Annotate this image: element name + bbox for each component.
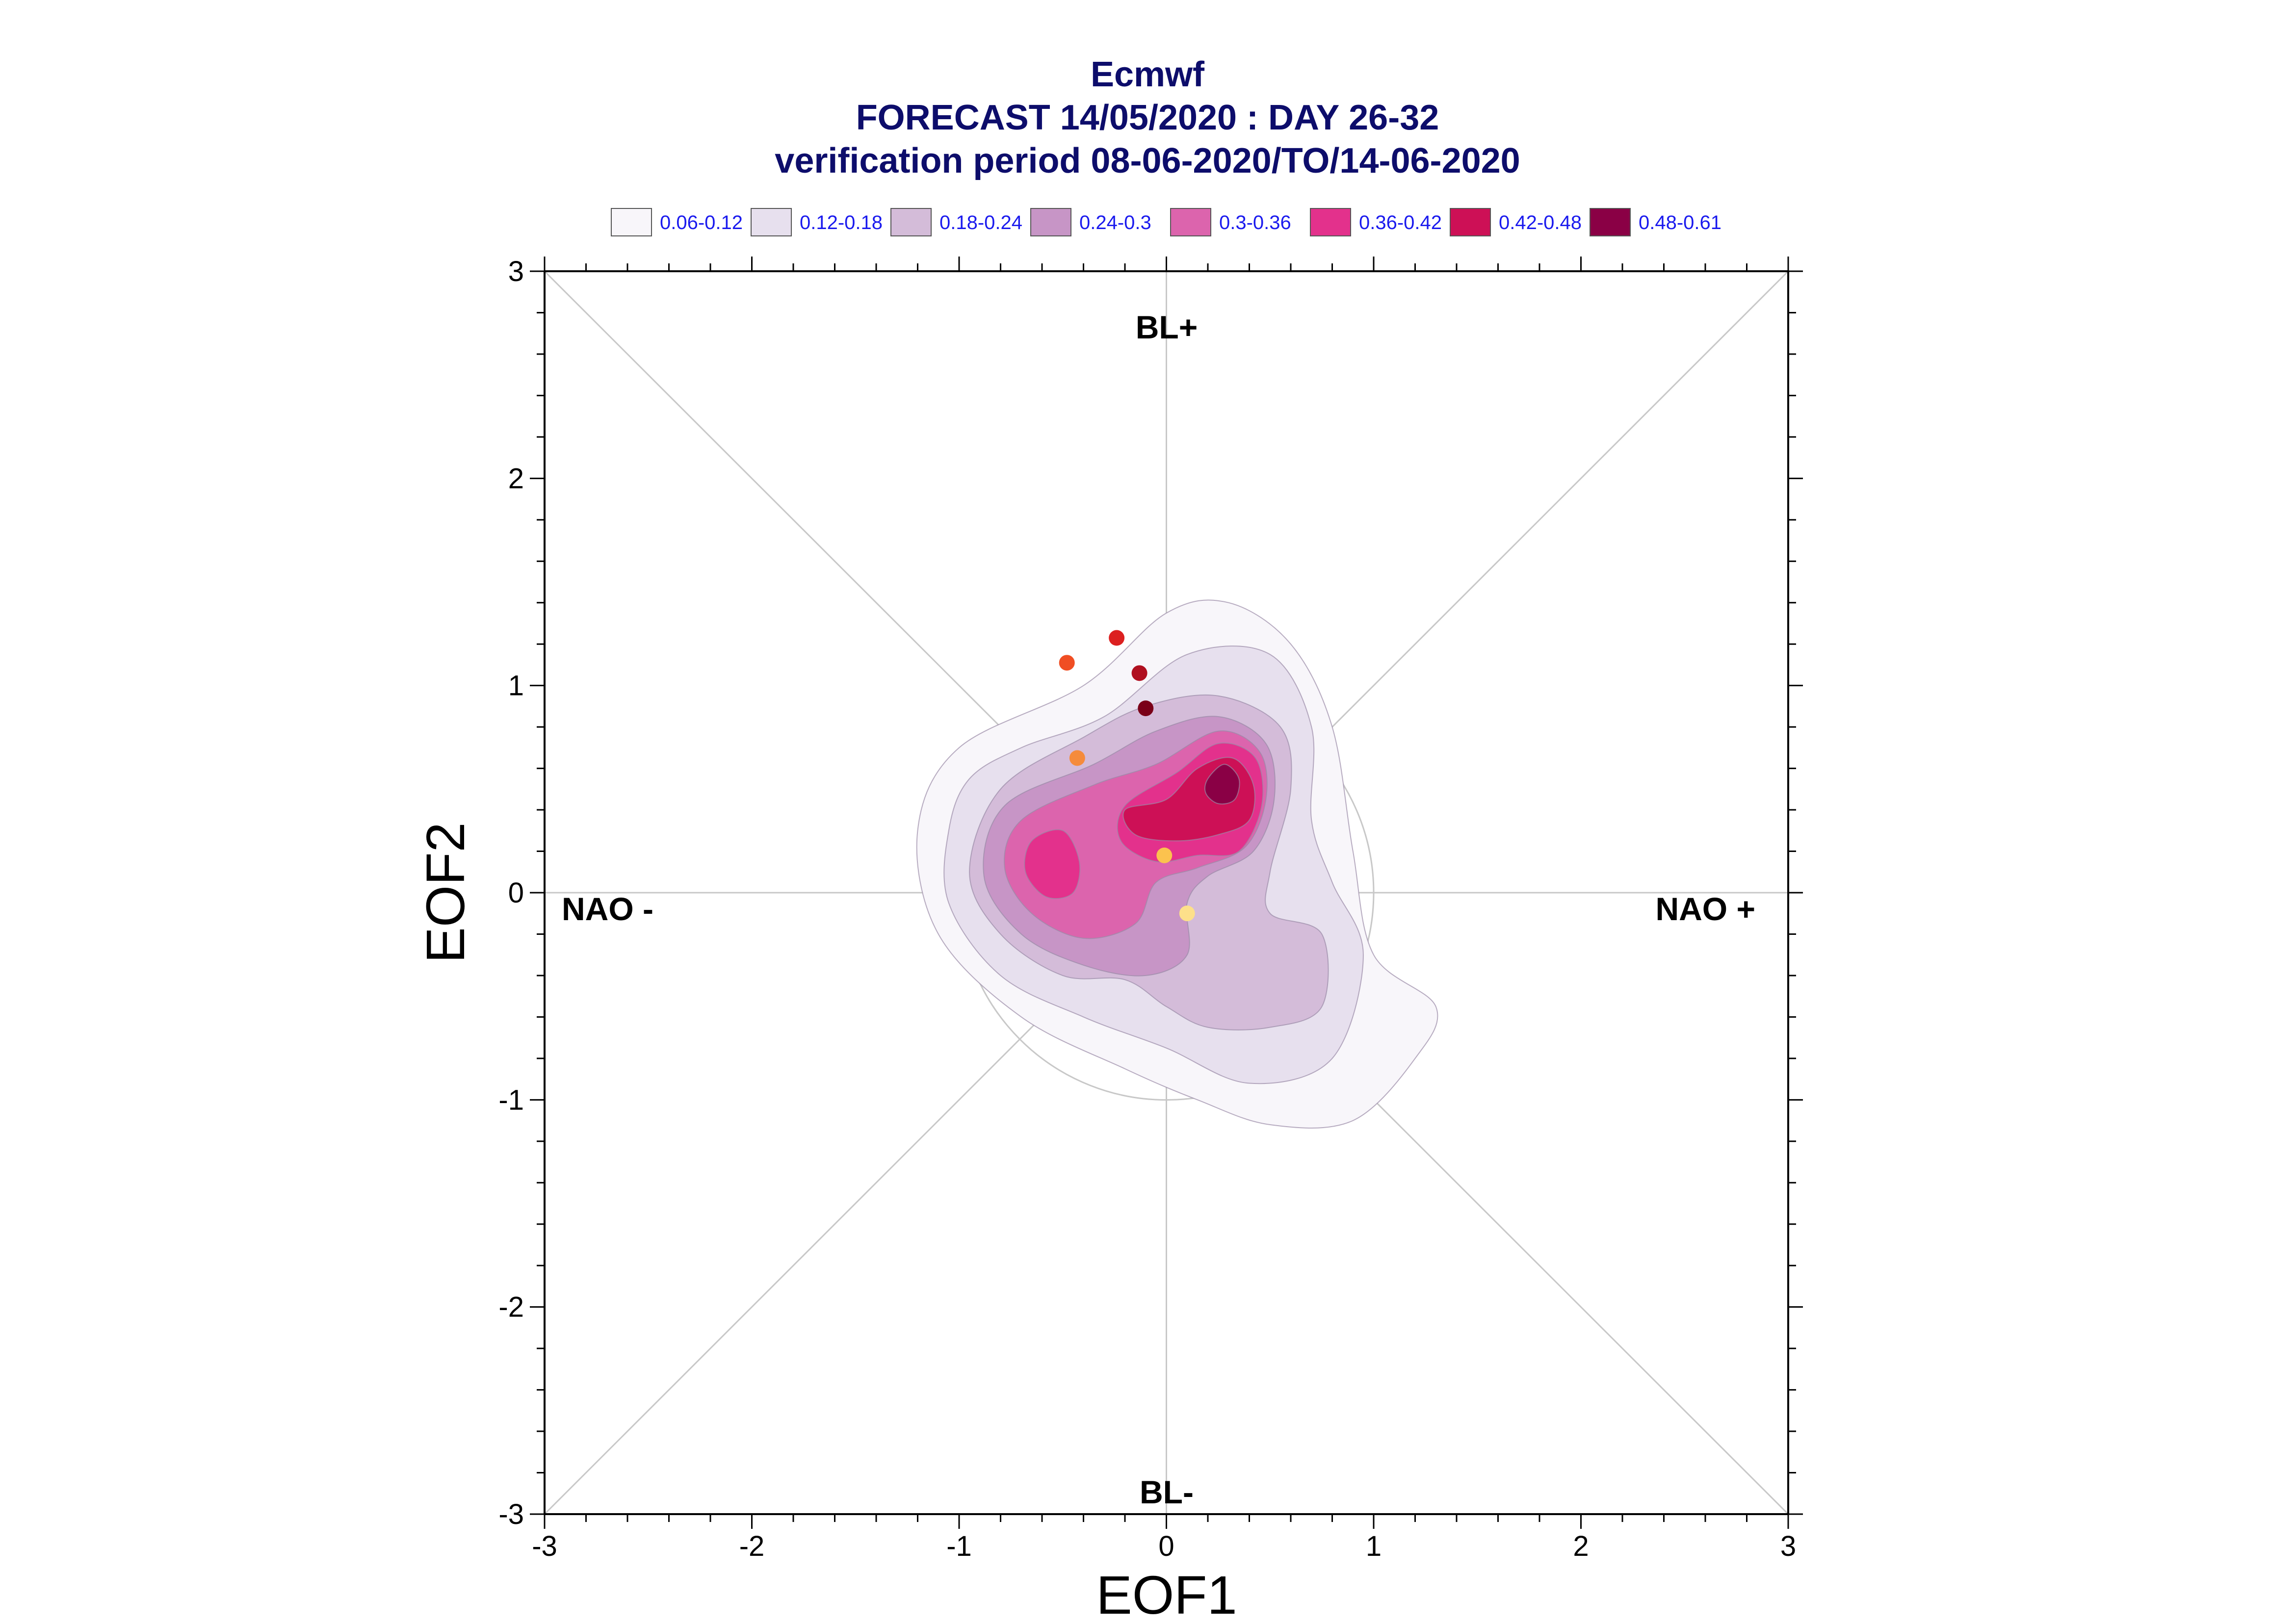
legend-label: 0.3-0.36 bbox=[1219, 212, 1291, 233]
legend-label: 0.36-0.42 bbox=[1359, 212, 1442, 233]
legend-label: 0.42-0.48 bbox=[1499, 212, 1582, 233]
density-contour bbox=[1204, 764, 1240, 805]
scatter-point bbox=[1156, 847, 1173, 863]
legend-label: 0.06-0.12 bbox=[660, 212, 743, 233]
y-axis-title: EOF2 bbox=[416, 822, 476, 963]
x-tick-label: 1 bbox=[1366, 1530, 1382, 1562]
legend-label: 0.24-0.3 bbox=[1079, 212, 1151, 233]
x-tick-label: -2 bbox=[739, 1530, 765, 1562]
legend: 0.06-0.12 0.12-0.18 0.18-0.24 0.24-0.3 0… bbox=[611, 208, 1788, 238]
chart-title-line-2: FORECAST 14/05/2020 : DAY 26-32 bbox=[856, 98, 1439, 137]
y-tick-label: -1 bbox=[498, 1084, 524, 1116]
legend-swatch bbox=[1030, 208, 1071, 236]
x-tick-label: 0 bbox=[1158, 1530, 1174, 1562]
axes bbox=[530, 257, 1803, 1529]
density-contours bbox=[916, 599, 1438, 1129]
legend-label: 0.12-0.18 bbox=[800, 212, 883, 233]
regime-label-nao-plus: NAO + bbox=[1655, 891, 1755, 927]
x-tick-label: -3 bbox=[532, 1530, 557, 1562]
title-block: Ecmwf FORECAST 14/05/2020 : DAY 26-32 ve… bbox=[0, 53, 2295, 182]
x-tick-label: 2 bbox=[1573, 1530, 1589, 1562]
scatter-points bbox=[1059, 630, 1195, 922]
legend-label: 0.48-0.61 bbox=[1639, 212, 1722, 233]
y-tick-label: 1 bbox=[508, 670, 524, 702]
y-tick-label: -3 bbox=[498, 1498, 524, 1530]
legend-swatch bbox=[890, 208, 932, 236]
legend-swatch bbox=[1450, 208, 1491, 236]
x-tick-label: -1 bbox=[946, 1530, 972, 1562]
legend-label: 0.18-0.24 bbox=[939, 212, 1023, 233]
scatter-point bbox=[1138, 700, 1154, 717]
y-tick-label: 0 bbox=[508, 877, 524, 909]
chart-title-line-3: verification period 08-06-2020/TO/14-06-… bbox=[775, 141, 1520, 180]
regime-label-bl-minus: BL- bbox=[1140, 1474, 1194, 1510]
scatter-point bbox=[1069, 750, 1085, 766]
scatter-point bbox=[1059, 655, 1075, 671]
x-tick-label: 3 bbox=[1780, 1530, 1796, 1562]
legend-swatch bbox=[1170, 208, 1211, 236]
legend-swatch bbox=[1310, 208, 1351, 236]
density-contour bbox=[1024, 829, 1081, 900]
tick-labels: -3 -2 -1 0 1 2 3 -3 -2 -1 0 1 2 3 bbox=[498, 256, 1796, 1562]
x-axis-title: EOF1 bbox=[1096, 1565, 1237, 1624]
scatter-point bbox=[1179, 905, 1195, 922]
y-tick-label: 3 bbox=[508, 256, 524, 287]
regime-label-bl-plus: BL+ bbox=[1136, 309, 1198, 345]
legend-swatch bbox=[611, 208, 652, 236]
scatter-point bbox=[1109, 630, 1125, 646]
legend-swatch bbox=[751, 208, 792, 236]
legend-swatch bbox=[1590, 208, 1631, 236]
chart-title-line-1: Ecmwf bbox=[1090, 55, 1205, 94]
y-tick-label: 2 bbox=[508, 463, 524, 494]
y-tick-label: -2 bbox=[498, 1291, 524, 1323]
scatter-point bbox=[1131, 665, 1148, 681]
regime-label-nao-minus: NAO - bbox=[562, 891, 653, 927]
